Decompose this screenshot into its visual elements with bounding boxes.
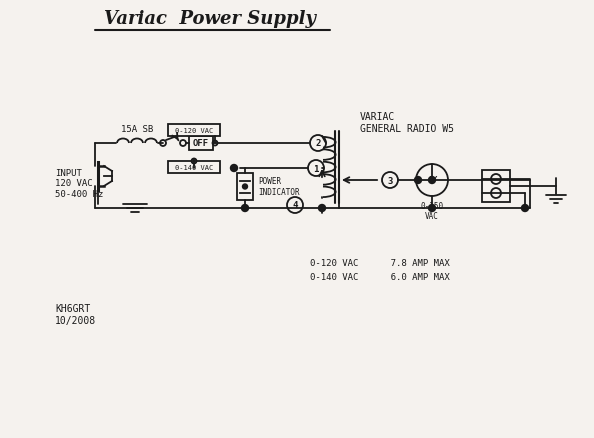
Circle shape — [415, 177, 422, 184]
Text: 0-140 VAC: 0-140 VAC — [175, 165, 213, 171]
Text: 0-150
VAC: 0-150 VAC — [421, 201, 444, 221]
Text: 4: 4 — [292, 201, 298, 210]
FancyBboxPatch shape — [237, 173, 253, 201]
Text: V: V — [428, 176, 436, 186]
Circle shape — [428, 177, 435, 184]
Circle shape — [318, 205, 326, 212]
Circle shape — [428, 205, 435, 212]
Text: Variac  Power Supply: Variac Power Supply — [104, 10, 316, 28]
Text: 2: 2 — [315, 139, 321, 148]
Text: INPUT
120 VAC
50-400 Hz: INPUT 120 VAC 50-400 Hz — [55, 169, 103, 198]
Text: 3: 3 — [387, 176, 393, 185]
Circle shape — [242, 205, 248, 212]
Text: 0-120 VAC: 0-120 VAC — [175, 128, 213, 134]
FancyBboxPatch shape — [482, 171, 510, 202]
FancyBboxPatch shape — [168, 125, 220, 137]
Text: 0-120 VAC      7.8 AMP MAX: 0-120 VAC 7.8 AMP MAX — [310, 259, 450, 268]
FancyBboxPatch shape — [168, 162, 220, 173]
Text: 1: 1 — [313, 164, 319, 173]
Text: KH6GRT
10/2008: KH6GRT 10/2008 — [55, 303, 96, 325]
Text: VARIAC
GENERAL RADIO W5: VARIAC GENERAL RADIO W5 — [360, 112, 454, 134]
Text: POWER
INDICATOR: POWER INDICATOR — [258, 177, 299, 196]
Circle shape — [242, 184, 248, 190]
Text: 15A SB: 15A SB — [121, 125, 153, 134]
Text: 0-140 VAC      6.0 AMP MAX: 0-140 VAC 6.0 AMP MAX — [310, 273, 450, 282]
Text: OFF: OFF — [193, 139, 209, 148]
Circle shape — [522, 205, 529, 212]
FancyBboxPatch shape — [189, 137, 213, 151]
Circle shape — [230, 165, 238, 172]
